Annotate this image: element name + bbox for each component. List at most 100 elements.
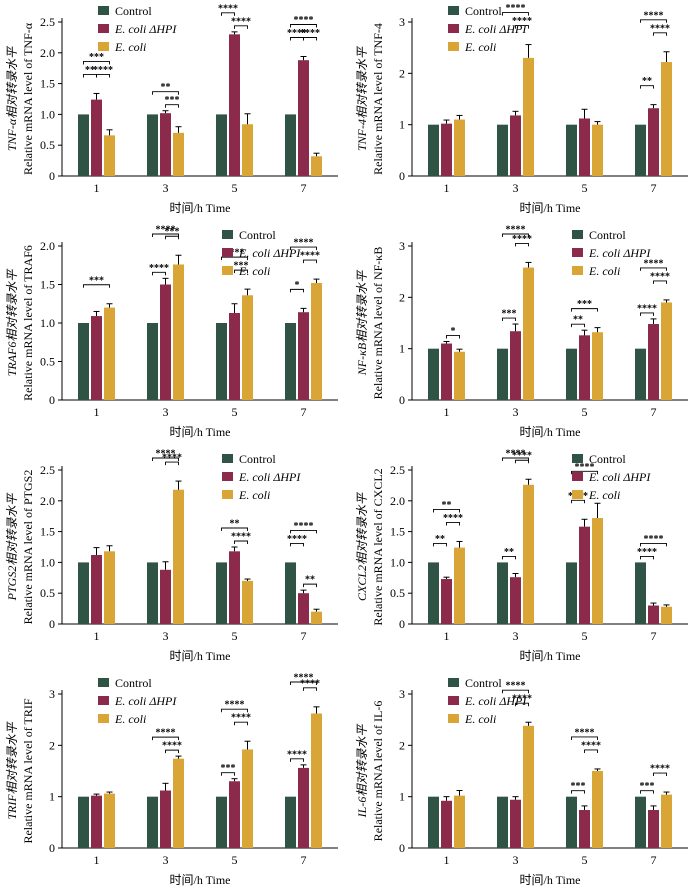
y-tick-label: 1: [399, 342, 405, 356]
significance-bracket: [653, 772, 667, 777]
bar-control-t7: [635, 796, 646, 848]
bar-ehpi-t1: [441, 800, 452, 848]
significance-bracket: [515, 242, 529, 247]
significance-bracket: [303, 37, 317, 41]
legend-label-ehpi: E. coli ΔHPI: [588, 246, 651, 260]
bar-ecoli-t3: [173, 264, 184, 400]
y-tick-label: 0.5: [40, 355, 55, 369]
x-tick-label: 7: [651, 405, 657, 419]
x-tick-label: 7: [301, 629, 307, 643]
significance-label: **: [435, 534, 445, 545]
x-axis-label: 时间/h Time: [519, 873, 580, 887]
y-tick-label: 3: [399, 15, 405, 29]
bar-ecoli-t3: [523, 725, 534, 848]
significance-label: ****: [149, 263, 169, 274]
significance-bracket: [502, 689, 529, 694]
significance-bracket: [234, 721, 248, 726]
y-tick-label: 0.5: [390, 586, 405, 600]
bar-control-t3: [147, 323, 158, 400]
x-tick-label: 1: [94, 629, 100, 643]
significance-label: ****: [650, 271, 670, 282]
significance-bracket: [221, 256, 248, 261]
legend-label-control: Control: [465, 4, 502, 18]
bar-ecoli-t1: [454, 119, 465, 176]
legend-label-ehpi: E. coli ΔHPI: [464, 22, 527, 36]
legend-label-control: Control: [465, 676, 502, 690]
y-axis-label-cn: IL-6相对转录水平: [355, 723, 369, 819]
bar-ehpi-t7: [298, 767, 309, 848]
significance-label: ***: [89, 275, 104, 286]
significance-bracket: [571, 470, 598, 475]
x-tick-label: 3: [163, 853, 169, 867]
x-tick-label: 1: [94, 853, 100, 867]
bar-control-t5: [566, 562, 577, 624]
y-axis-label-cn: NF-κB相对转录水平: [355, 269, 369, 376]
bar-ecoli-t5: [592, 124, 603, 176]
significance-label: ****: [93, 65, 113, 76]
significance-bracket: [502, 317, 516, 322]
x-tick-label: 5: [582, 629, 588, 643]
y-axis-label-en: Relative mRNA level of NF-κB: [371, 247, 385, 400]
legend-swatch-ecoli: [98, 42, 109, 51]
legend-label-control: Control: [115, 4, 152, 18]
legend-swatch-control: [222, 230, 233, 239]
bar-ehpi-t1: [441, 579, 452, 624]
bar-ehpi-t5: [229, 781, 240, 848]
bar-ehpi-t7: [648, 605, 659, 624]
y-axis-label-cn: CXCL2相对转录水平: [355, 491, 369, 601]
x-axis-label: 时间/h Time: [169, 201, 230, 215]
legend-swatch-ehpi: [572, 248, 583, 257]
x-tick-label: 1: [444, 853, 450, 867]
y-tick-label: 1.5: [40, 77, 55, 91]
y-tick-label: 2: [399, 66, 405, 80]
significance-label: ****: [575, 727, 595, 738]
legend-swatch-ecoli: [572, 266, 583, 275]
bar-control-t1: [428, 124, 439, 176]
significance-bracket: [584, 749, 598, 753]
bar-control-t3: [147, 562, 158, 624]
significance-label: ****: [644, 10, 664, 21]
x-tick-label: 7: [301, 405, 307, 419]
significance-label: ****: [637, 547, 657, 558]
significance-bracket: [290, 681, 317, 685]
bar-control-t1: [78, 323, 89, 400]
bar-ecoli-t5: [592, 518, 603, 624]
significance-bracket: [640, 312, 654, 316]
bar-ecoli-t3: [523, 267, 534, 400]
legend-swatch-ecoli: [572, 490, 583, 499]
chart-nf-kb: 0 1 2 3 NF-κB相对转录水平 Relative mRNA level of NF…: [355, 225, 688, 439]
bar-ehpi-t3: [510, 799, 521, 848]
significance-label: ****: [512, 451, 532, 462]
significance-label: ***: [234, 261, 249, 272]
x-tick-label: 5: [232, 629, 238, 643]
bar-ehpi-t7: [298, 60, 309, 176]
bar-control-t7: [635, 348, 646, 400]
y-tick-label: 0: [49, 169, 55, 183]
bar-ehpi-t5: [579, 810, 590, 848]
significance-label: ***: [577, 299, 592, 310]
legend-swatch-control: [448, 6, 459, 15]
significance-bracket: [221, 527, 248, 531]
significance-label: ****: [506, 3, 526, 14]
y-axis-label-en: Relative mRNA level of TNF-4: [371, 23, 385, 175]
bar-ecoli-t7: [661, 606, 672, 624]
x-tick-label: 3: [513, 853, 519, 867]
y-tick-label: 0.5: [40, 586, 55, 600]
x-tick-label: 1: [94, 181, 100, 195]
significance-label: ****: [512, 16, 532, 27]
bar-ehpi-t3: [510, 331, 521, 400]
bar-control-t1: [428, 796, 439, 848]
y-axis-label-cn: TNF-α相对转录水平: [5, 45, 19, 151]
bar-ehpi-t1: [441, 343, 452, 400]
significance-bracket: [221, 708, 248, 713]
legend-swatch-control: [98, 6, 109, 15]
bar-ecoli-t1: [104, 551, 115, 624]
significance-bracket: [640, 555, 654, 560]
x-tick-label: 3: [163, 405, 169, 419]
significance-bracket: [234, 25, 248, 29]
legend-swatch-ehpi: [448, 696, 459, 705]
x-tick-label: 7: [651, 629, 657, 643]
x-tick-label: 1: [444, 629, 450, 643]
y-axis-label-en: Relative mRNA level of IL-6: [371, 701, 385, 842]
legend-label-ecoli: E. coli: [464, 712, 496, 726]
